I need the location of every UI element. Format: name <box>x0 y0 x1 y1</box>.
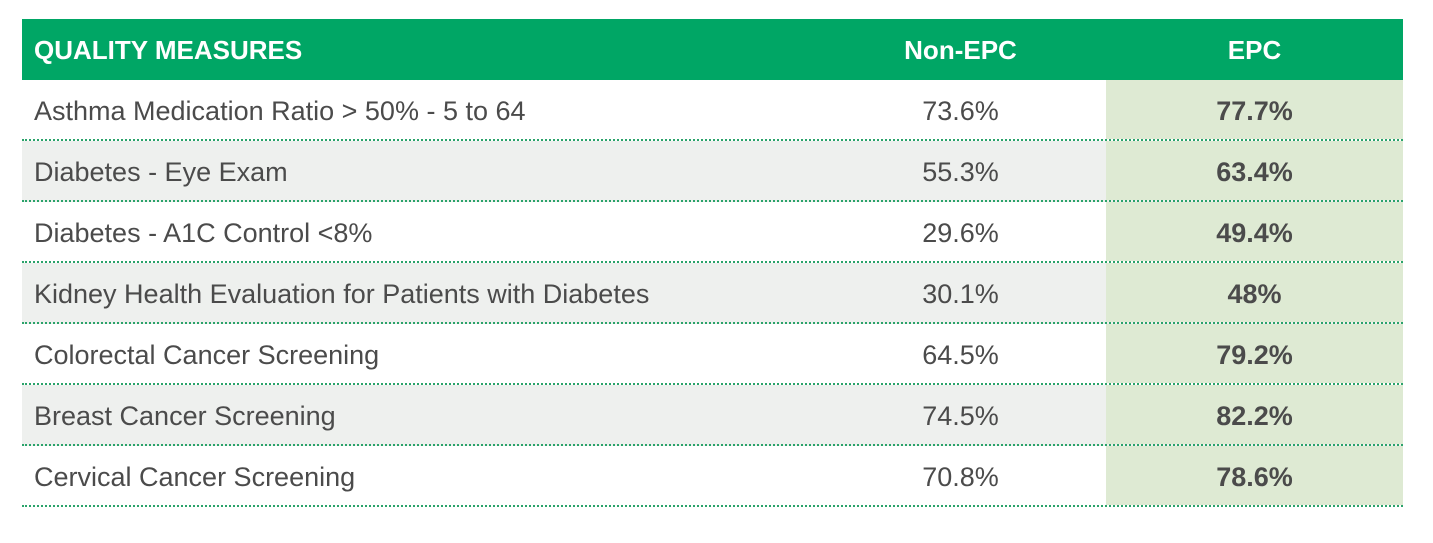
measure-cell: Asthma Medication Ratio > 50% - 5 to 64 <box>34 96 526 126</box>
measure-cell: Cervical Cancer Screening <box>34 462 356 492</box>
header-quality-measures: QUALITY MEASURES <box>34 35 303 65</box>
non-epc-cell: 55.3% <box>922 157 999 187</box>
non-epc-cell: 73.6% <box>922 96 999 126</box>
epc-cell: 48% <box>1106 263 1403 322</box>
epc-cell: 63.4% <box>1106 141 1403 200</box>
table-row: Diabetes - Eye Exam 55.3% 63.4% <box>22 141 1403 202</box>
epc-cell: 78.6% <box>1106 446 1403 505</box>
header-non-epc: Non-EPC <box>904 35 1017 65</box>
measure-cell: Colorectal Cancer Screening <box>34 340 380 370</box>
non-epc-cell: 74.5% <box>922 401 999 431</box>
non-epc-cell: 64.5% <box>922 340 999 370</box>
epc-cell: 82.2% <box>1106 385 1403 444</box>
table-row: Colorectal Cancer Screening 64.5% 79.2% <box>22 324 1403 385</box>
measure-cell: Breast Cancer Screening <box>34 401 336 431</box>
table-header: QUALITY MEASURES Non-EPC EPC <box>22 19 1403 80</box>
non-epc-cell: 70.8% <box>922 462 999 492</box>
non-epc-cell: 30.1% <box>922 279 999 309</box>
table-row: Cervical Cancer Screening 70.8% 78.6% <box>22 446 1403 507</box>
non-epc-cell: 29.6% <box>922 218 999 248</box>
measure-cell: Kidney Health Evaluation for Patients wi… <box>34 279 650 309</box>
table-row: Asthma Medication Ratio > 50% - 5 to 64 … <box>22 80 1403 141</box>
measure-cell: Diabetes - Eye Exam <box>34 157 288 187</box>
header-epc: EPC <box>1227 35 1282 65</box>
quality-measures-table: QUALITY MEASURES Non-EPC EPC Asthma Medi… <box>22 19 1403 507</box>
epc-cell: 77.7% <box>1106 80 1403 139</box>
table-row: Breast Cancer Screening 74.5% 82.2% <box>22 385 1403 446</box>
epc-cell: 49.4% <box>1106 202 1403 261</box>
measure-cell: Diabetes - A1C Control <8% <box>34 218 373 248</box>
table-row: Kidney Health Evaluation for Patients wi… <box>22 263 1403 324</box>
epc-cell: 79.2% <box>1106 324 1403 383</box>
table-row: Diabetes - A1C Control <8% 29.6% 49.4% <box>22 202 1403 263</box>
